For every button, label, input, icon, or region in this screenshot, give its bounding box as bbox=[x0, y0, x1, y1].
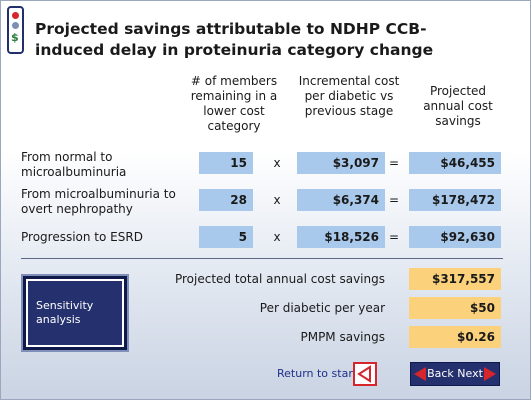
times-operator: x bbox=[273, 230, 281, 244]
incremental-cost-value: $18,526 bbox=[297, 226, 385, 248]
back-arrow-icon[interactable] bbox=[413, 366, 427, 382]
summary-label-per-diabetic: Per diabetic per year bbox=[259, 301, 385, 315]
equals-operator: = bbox=[388, 230, 400, 244]
summary-value-total: $317,557 bbox=[409, 268, 501, 290]
summary-value-per-diabetic: $50 bbox=[409, 297, 501, 319]
summary-label-pmpm: PMPM savings bbox=[300, 330, 385, 344]
row-label-micro-to-overt: From microalbuminuria to overt nephropat… bbox=[21, 187, 176, 216]
traffic-light-logo-icon: $ bbox=[7, 6, 24, 54]
times-operator: x bbox=[273, 156, 281, 170]
return-to-start-link[interactable]: Return to start bbox=[277, 367, 358, 380]
column-header-projected-savings: Projected annual cost savings bbox=[423, 84, 493, 128]
members-value: 15 bbox=[199, 152, 253, 174]
summary-value-pmpm: $0.26 bbox=[409, 326, 501, 348]
projected-savings-value: $178,472 bbox=[409, 189, 501, 211]
incremental-cost-value: $6,374 bbox=[297, 189, 385, 211]
summary-label-total: Projected total annual cost savings bbox=[174, 272, 385, 286]
back-arrow-icon bbox=[357, 365, 371, 383]
column-header-incremental-cost: Incremental cost per diabetic vs previou… bbox=[298, 74, 400, 118]
members-value: 28 bbox=[199, 189, 253, 211]
equals-operator: = bbox=[388, 156, 400, 170]
row-label-progression-esrd: Progression to ESRD bbox=[21, 230, 143, 244]
members-value: 5 bbox=[199, 226, 253, 248]
times-operator: x bbox=[273, 193, 281, 207]
back-next-button[interactable]: Back Next bbox=[410, 362, 500, 386]
incremental-cost-value: $3,097 bbox=[297, 152, 385, 174]
page-title: Projected savings attributable to NDHP C… bbox=[35, 20, 434, 59]
section-divider bbox=[21, 258, 503, 259]
back-next-label: Back Next bbox=[427, 367, 483, 380]
row-label-normal-to-micro: From normal to microalbuminuria bbox=[21, 150, 127, 179]
next-arrow-icon[interactable] bbox=[483, 366, 497, 382]
equals-operator: = bbox=[388, 193, 400, 207]
projected-savings-value: $46,455 bbox=[409, 152, 501, 174]
projected-savings-value: $92,630 bbox=[409, 226, 501, 248]
return-to-start-button[interactable] bbox=[353, 362, 377, 386]
sensitivity-analysis-button[interactable]: Sensitivity analysis bbox=[21, 274, 129, 352]
column-header-members: # of members remaining in a lower cost c… bbox=[190, 74, 278, 133]
